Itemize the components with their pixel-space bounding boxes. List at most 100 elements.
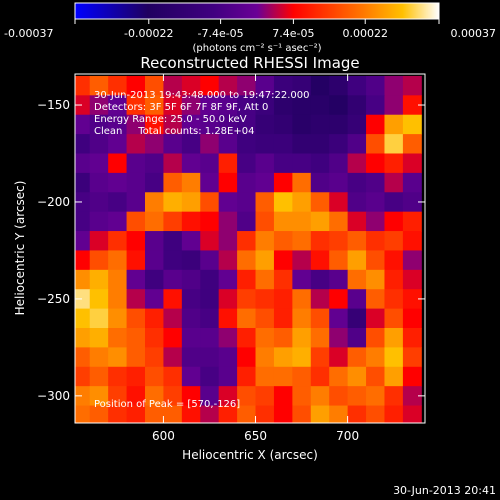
heatmap-cell bbox=[145, 192, 164, 213]
heatmap-cell bbox=[145, 134, 164, 154]
heatmap-cell bbox=[145, 211, 164, 232]
heatmap-cell bbox=[181, 308, 201, 329]
heatmap-cell bbox=[255, 386, 275, 407]
heatmap-cell bbox=[292, 327, 312, 348]
heatmap-cell bbox=[402, 211, 422, 232]
heatmap-cell bbox=[292, 366, 312, 387]
heatmap-cell bbox=[181, 405, 201, 423]
heatmap-cell bbox=[255, 366, 275, 387]
heatmap-cell bbox=[145, 95, 164, 116]
heatmap-cell bbox=[310, 366, 330, 387]
heatmap-cell bbox=[384, 347, 404, 368]
heatmap-cell bbox=[384, 75, 404, 96]
heatmap-cell bbox=[200, 172, 220, 193]
heatmap-cell bbox=[402, 95, 422, 116]
heatmap-cell bbox=[75, 269, 91, 290]
heatmap-cell bbox=[145, 114, 164, 135]
heatmap-cell bbox=[237, 386, 257, 407]
heatmap-cell bbox=[237, 366, 257, 387]
heatmap-cell bbox=[145, 405, 164, 423]
axis-ticks: 600 650 700 −300 −250 −200 −150 bbox=[37, 74, 425, 443]
heatmap-cell bbox=[181, 386, 201, 407]
heatmap-cell bbox=[402, 134, 422, 154]
heatmap-cell bbox=[218, 75, 238, 96]
heatmap-cell bbox=[89, 211, 109, 232]
heatmap-cell bbox=[218, 153, 238, 174]
heatmap-cell bbox=[329, 211, 349, 232]
heatmap-cell bbox=[384, 405, 404, 423]
heatmap-cell bbox=[402, 308, 422, 329]
heatmap-cell bbox=[163, 192, 183, 213]
heatmap-cell bbox=[163, 95, 183, 116]
heatmap-cell bbox=[126, 172, 146, 193]
heatmap-cell bbox=[126, 269, 146, 290]
heatmap-cell bbox=[145, 347, 164, 368]
heatmap-cell bbox=[273, 153, 293, 174]
heatmap-cell bbox=[273, 327, 293, 348]
heatmap-cell bbox=[237, 134, 257, 154]
heatmap-cell bbox=[255, 153, 275, 174]
heatmap-cell bbox=[218, 366, 238, 387]
heatmap-cell bbox=[273, 211, 293, 232]
heatmap-cell bbox=[145, 153, 164, 174]
colorbar-tick-label: -0.00022 bbox=[124, 27, 173, 40]
x-tick-label: 650 bbox=[244, 429, 267, 443]
heatmap-cell bbox=[163, 134, 183, 154]
heatmap-cell bbox=[310, 327, 330, 348]
heatmap-cell bbox=[89, 269, 109, 290]
method-counts-text: Clean Total counts: 1.28E+04 bbox=[94, 126, 254, 137]
heatmap-cell bbox=[310, 250, 330, 271]
heatmap-cell bbox=[366, 366, 385, 387]
heatmap-cell bbox=[292, 250, 312, 271]
heatmap-cell bbox=[181, 114, 201, 135]
heatmap-cell bbox=[237, 114, 257, 135]
heatmap-cell bbox=[384, 366, 404, 387]
heatmap-cell bbox=[310, 386, 330, 407]
heatmap-cell bbox=[181, 231, 201, 251]
heatmap-cell bbox=[181, 192, 201, 213]
heatmap-cell bbox=[126, 134, 146, 154]
heatmap-cell bbox=[218, 114, 238, 135]
heatmap-cell bbox=[200, 405, 220, 423]
heatmap-cell bbox=[237, 75, 257, 96]
heatmap-cell bbox=[384, 308, 404, 329]
heatmap-cell bbox=[89, 134, 109, 154]
heatmap-cell bbox=[145, 289, 164, 310]
heatmap-cell bbox=[163, 250, 183, 271]
heatmap-cell bbox=[366, 327, 385, 348]
heatmap-cell bbox=[126, 308, 146, 329]
colorbar-tick-label: -0.00037 bbox=[4, 27, 53, 40]
heatmap-cell bbox=[384, 231, 404, 251]
heatmap-cell bbox=[108, 308, 128, 329]
heatmap-cell bbox=[237, 327, 257, 348]
heatmap-cell bbox=[366, 289, 385, 310]
heatmap-cell bbox=[181, 134, 201, 154]
heatmap-cell bbox=[126, 114, 146, 135]
heatmap-cell bbox=[108, 211, 128, 232]
heatmap-cell bbox=[89, 153, 109, 174]
heatmap-cell bbox=[255, 405, 275, 423]
heatmap-cell bbox=[292, 347, 312, 368]
heatmap-cell bbox=[255, 192, 275, 213]
heatmap-cell bbox=[237, 308, 257, 329]
heatmap-cell bbox=[200, 153, 220, 174]
heatmap-cell bbox=[329, 192, 349, 213]
heatmap-cell bbox=[310, 153, 330, 174]
heatmap-cell bbox=[108, 347, 128, 368]
x-tick-label: 600 bbox=[152, 429, 175, 443]
heatmap-cell bbox=[347, 366, 367, 387]
heatmap-cell bbox=[255, 308, 275, 329]
heatmap-cell bbox=[329, 231, 349, 251]
heatmap-cell bbox=[75, 75, 91, 96]
y-axis-label: Heliocentric Y (arcsec) bbox=[13, 181, 27, 316]
heatmap-cell bbox=[163, 308, 183, 329]
heatmap-cell bbox=[347, 308, 367, 329]
heatmap-cell bbox=[255, 231, 275, 251]
heatmap-cell bbox=[292, 172, 312, 193]
heatmap-cell bbox=[75, 347, 91, 368]
heatmap-cell bbox=[75, 250, 91, 271]
heatmap-cell bbox=[237, 192, 257, 213]
plot-frame bbox=[74, 73, 426, 424]
heatmap-cell bbox=[347, 114, 367, 135]
generation-timestamp: 30-Jun-2013 20:41 bbox=[393, 484, 496, 497]
